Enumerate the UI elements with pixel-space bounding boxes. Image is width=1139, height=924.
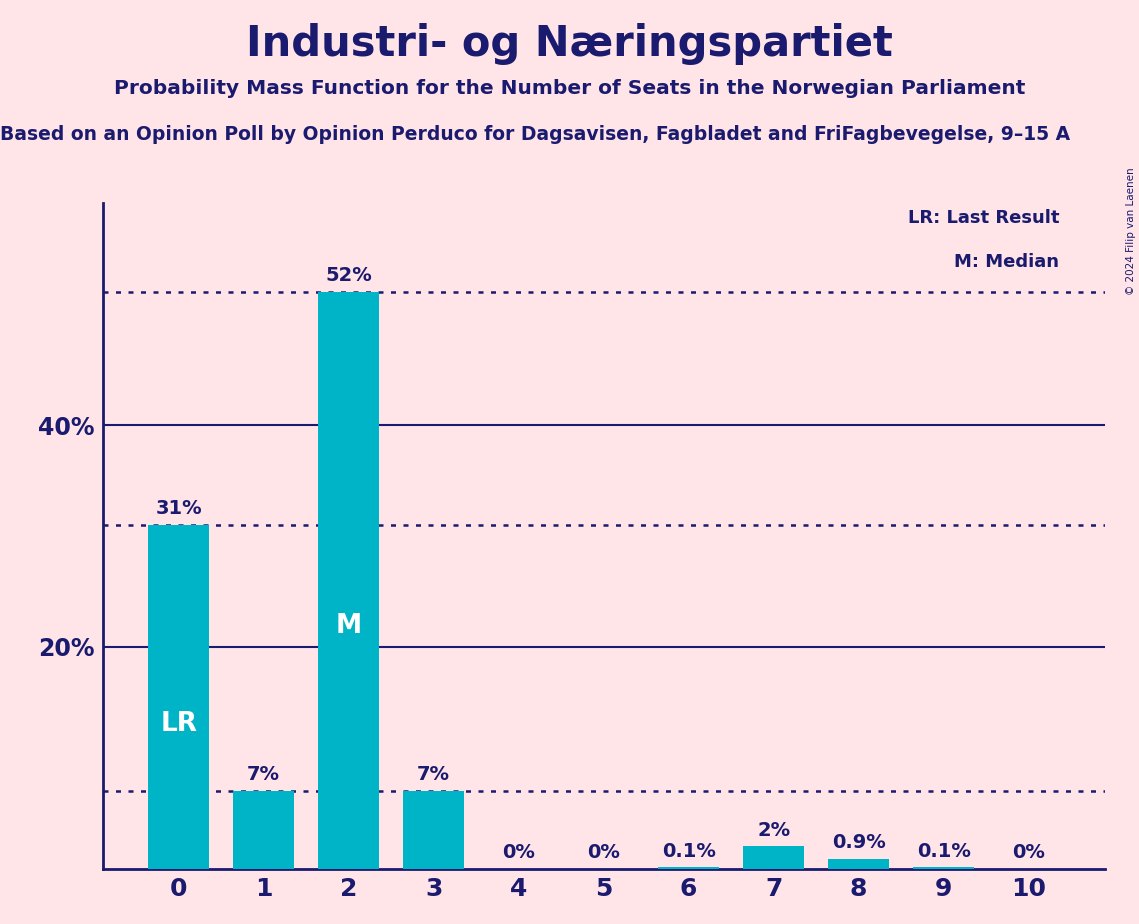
Bar — [913, 868, 974, 869]
Text: 31%: 31% — [155, 499, 202, 518]
Bar — [148, 525, 210, 869]
Text: 0%: 0% — [1013, 843, 1046, 862]
Text: 0.9%: 0.9% — [831, 833, 885, 852]
Bar — [403, 791, 465, 869]
Text: 0%: 0% — [502, 843, 535, 862]
Text: © 2024 Filip van Laenen: © 2024 Filip van Laenen — [1126, 167, 1136, 295]
Text: 0.1%: 0.1% — [662, 842, 715, 861]
Text: M: Median: M: Median — [954, 253, 1059, 271]
Bar — [828, 858, 890, 869]
Text: M: M — [336, 614, 362, 639]
Text: LR: Last Result: LR: Last Result — [908, 209, 1059, 226]
Text: 0.1%: 0.1% — [917, 842, 970, 861]
Text: LR: LR — [161, 711, 197, 737]
Bar — [233, 791, 294, 869]
Text: Based on an Opinion Poll by Opinion Perduco for Dagsavisen, Fagbladet and FriFag: Based on an Opinion Poll by Opinion Perd… — [0, 125, 1071, 144]
Text: 0%: 0% — [588, 843, 620, 862]
Text: 7%: 7% — [247, 765, 280, 784]
Bar — [658, 868, 719, 869]
Text: Probability Mass Function for the Number of Seats in the Norwegian Parliament: Probability Mass Function for the Number… — [114, 79, 1025, 98]
Text: 2%: 2% — [757, 821, 790, 840]
Bar — [743, 846, 804, 869]
Text: 52%: 52% — [326, 266, 372, 286]
Text: 7%: 7% — [417, 765, 450, 784]
Bar — [318, 292, 379, 869]
Text: Industri- og Næringspartiet: Industri- og Næringspartiet — [246, 23, 893, 65]
